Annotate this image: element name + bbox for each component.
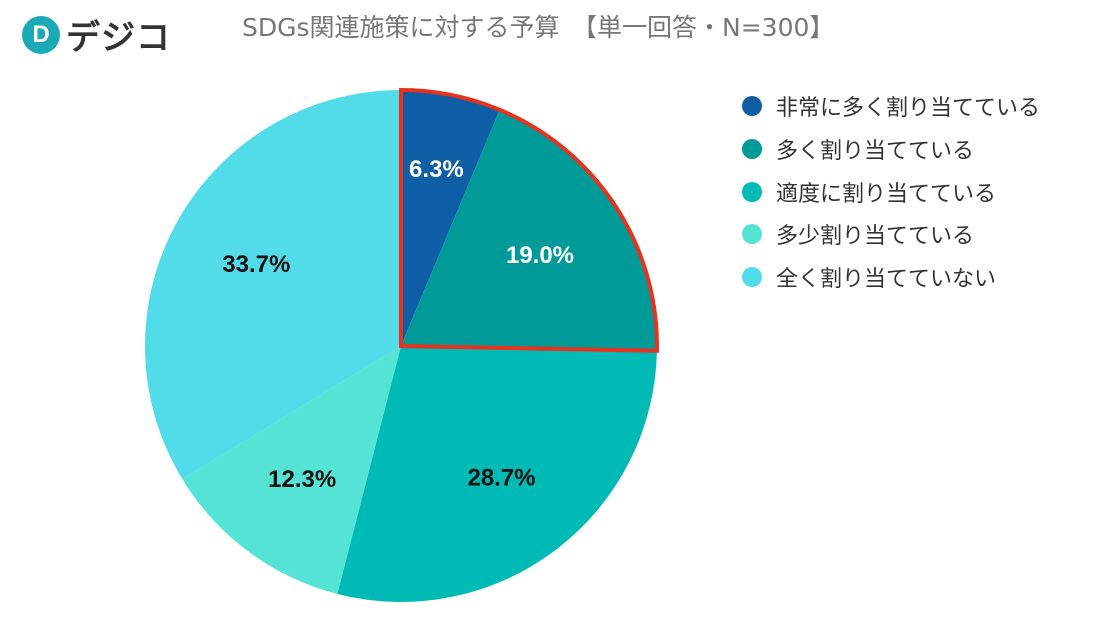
chart-title: SDGs関連施策に対する予算 【単一回答・N=300】 (242, 13, 835, 42)
brand-name: デジコ (66, 18, 171, 58)
legend-item-4: 多少割り当てている (742, 213, 1040, 256)
legend-item-2: 多く割り当てている (742, 128, 1040, 171)
brand-mark-icon: D (22, 15, 60, 54)
legend-label: 非常に多く割り当てている (776, 96, 1041, 122)
pie-slice-4 (182, 346, 401, 594)
pie-slice-2 (401, 109, 657, 351)
legend-label: 適度に割り当てている (776, 181, 997, 207)
pie-slice-5 (144, 90, 401, 480)
legend-label: 多く割り当てている (776, 139, 975, 165)
legend-swatch-icon (742, 267, 762, 288)
slice-value-label-4: 12.3% (268, 466, 336, 493)
legend-label: 全く割り当てていない (776, 267, 997, 293)
legend-swatch-icon (742, 181, 762, 202)
slice-value-label-3: 28.7% (467, 465, 535, 492)
chart-legend: 非常に多く割り当てている 多く割り当てている 適度に割り当てている 多少割り当てている… (742, 85, 1040, 298)
slice-value-label-1: 6.3% (409, 156, 464, 183)
legend-item-1: 非常に多く割り当てている (742, 85, 1040, 128)
slice-value-label-2: 19.0% (506, 242, 574, 269)
legend-swatch-icon (742, 139, 762, 160)
highlight-outline (399, 87, 659, 353)
brand-logo: D デジコ (22, 10, 171, 59)
pie-slice-1 (401, 90, 500, 346)
slice-value-label-5: 33.7% (222, 251, 290, 278)
legend-item-5: 全く割り当てていない (742, 256, 1040, 299)
legend-swatch-icon (742, 224, 762, 245)
pie-slice-3 (337, 346, 657, 603)
legend-item-3: 適度に割り当てている (742, 170, 1040, 213)
legend-label: 多少割り当てている (776, 224, 975, 250)
legend-swatch-icon (742, 96, 762, 117)
